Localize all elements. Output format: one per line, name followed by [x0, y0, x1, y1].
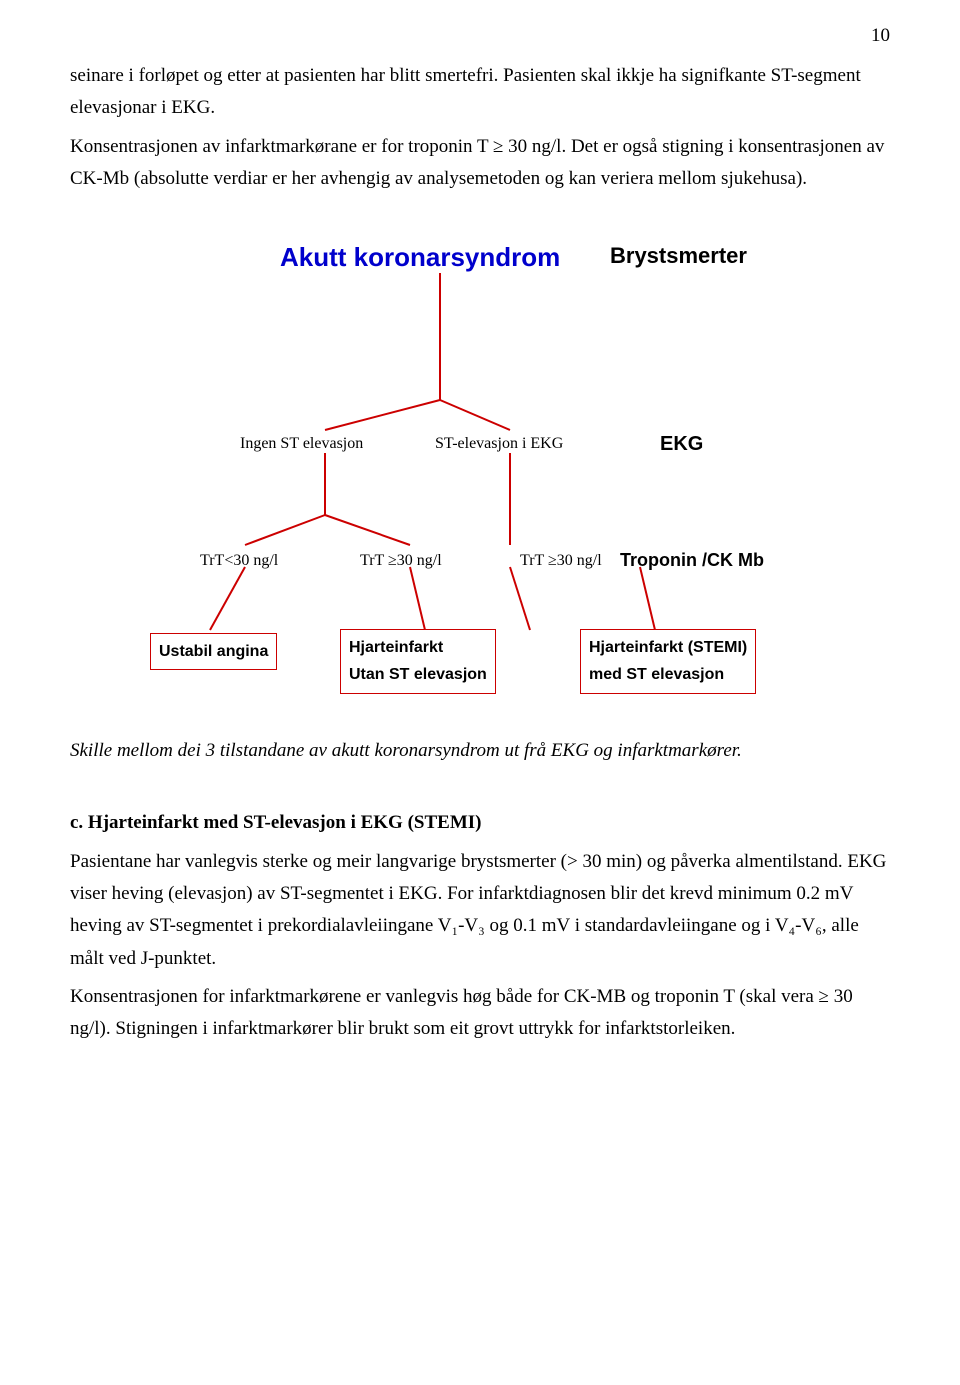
box-nstemi-line1: Hjarteinfarkt — [349, 639, 443, 656]
box-ustabil-angina: Ustabil angina — [150, 633, 277, 670]
row3-a: TrT<30 ng/l — [200, 547, 278, 574]
box-stemi-line2: med ST elevasjon — [589, 666, 724, 683]
section-heading: c. Hjarteinfarkt med ST-elevasjon i EKG … — [70, 807, 890, 839]
intro-a: seinare i forløpet og etter at pasienten… — [70, 65, 861, 118]
intro-paragraph-b: Konsentrasjonen av infarktmarkørane er f… — [70, 131, 890, 196]
box-stemi: Hjarteinfarkt (STEMI) med ST elevasjon — [580, 629, 756, 693]
flowchart-diagram: Akutt koronarsyndrom Brystsmerter Ingen … — [110, 235, 850, 705]
diagram-title-left: Akutt koronarsyndrom — [280, 235, 560, 279]
row3-b: TrT ≥30 ng/l — [360, 547, 442, 574]
box-stemi-line1: Hjarteinfarkt (STEMI) — [589, 639, 747, 656]
intro-paragraph: seinare i forløpet og etter at pasienten… — [70, 60, 890, 125]
row2-mid: ST-elevasjon i EKG — [435, 430, 563, 457]
row3-c: TrT ≥30 ng/l — [520, 547, 602, 574]
row2-left: Ingen ST elevasjon — [240, 430, 363, 457]
box-nstemi-line2: Utan ST elevasjon — [349, 666, 487, 683]
box-nstemi: Hjarteinfarkt Utan ST elevasjon — [340, 629, 496, 693]
diagram-title-right: Brystsmerter — [610, 237, 747, 274]
row2-right: EKG — [660, 427, 703, 461]
row3-d: Troponin /CK Mb — [620, 545, 764, 576]
page-number: 10 — [871, 20, 890, 52]
body-paragraph-2: Konsentrasjonen for infarktmarkørene er … — [70, 981, 890, 1046]
body-paragraph-1: Pasientane har vanlegvis sterke og meir … — [70, 846, 890, 975]
figure-caption: Skille mellom dei 3 tilstandane av akutt… — [70, 735, 890, 767]
